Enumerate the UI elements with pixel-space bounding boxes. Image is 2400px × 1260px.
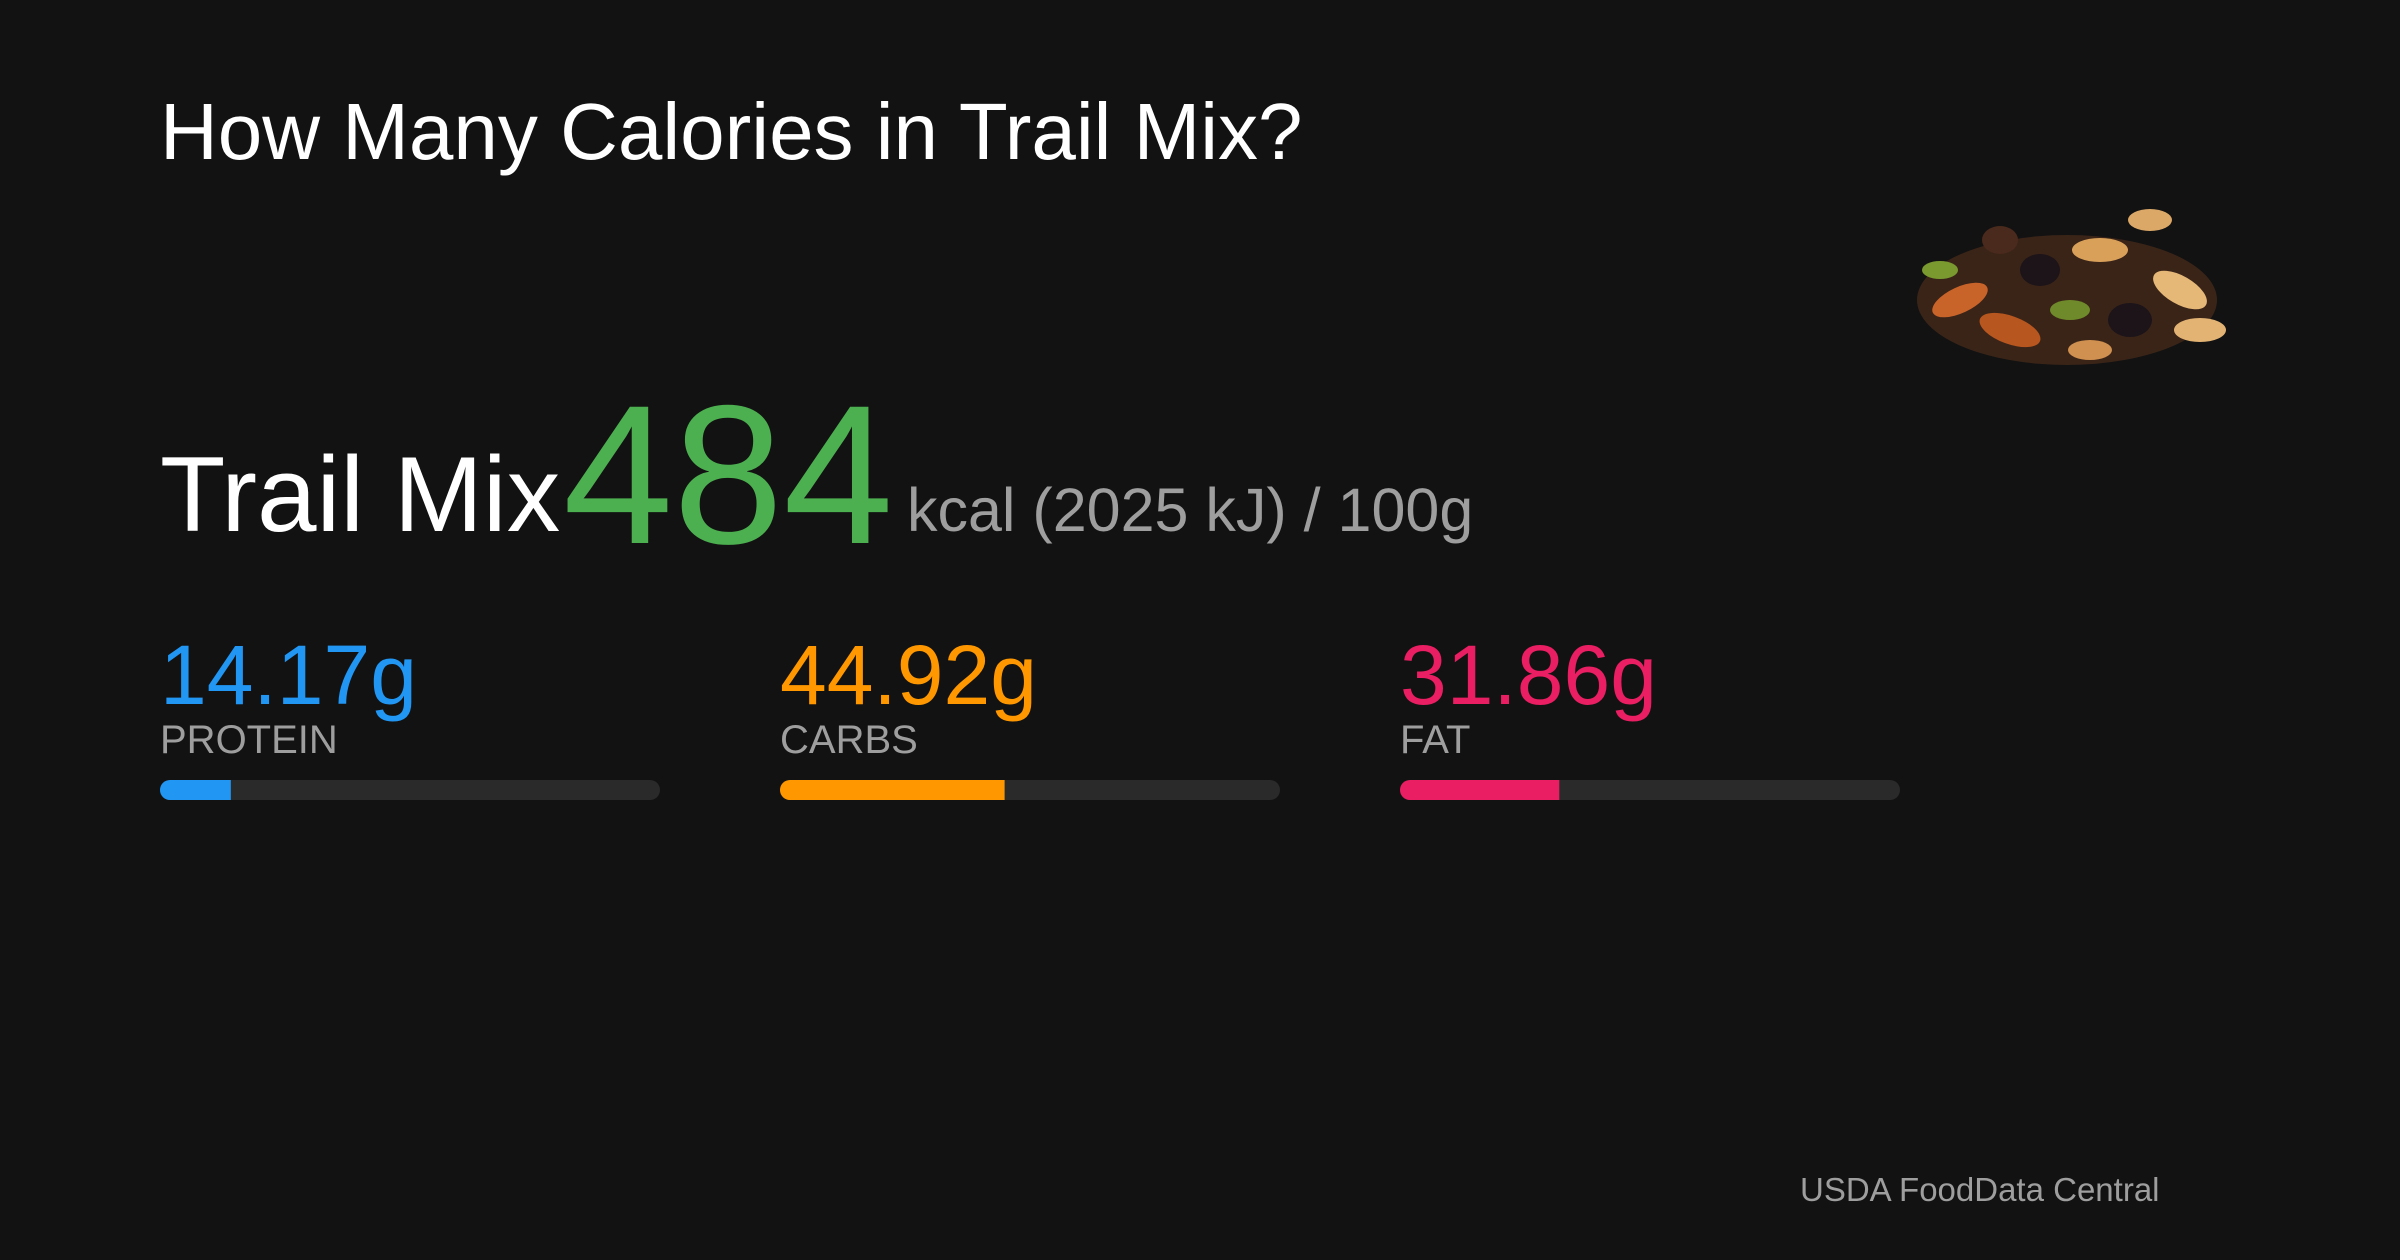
macro-name: CARBS <box>780 718 918 762</box>
macro-name: FAT <box>1400 718 1470 762</box>
bar <box>1400 780 1560 800</box>
peanut <box>2072 238 2128 262</box>
raisin <box>2020 254 2060 286</box>
pumpkin-seed <box>2050 300 2090 320</box>
macro-value: 44.92g <box>780 628 1037 722</box>
unit-label: kcal (2025 kJ) / 100g <box>907 476 1473 544</box>
title: How Many Calories in Trail Mix? <box>160 87 1303 176</box>
almond <box>1932 282 1988 318</box>
peanut <box>2068 340 2112 360</box>
food-name: Trail Mix <box>160 434 560 554</box>
calories: 484 <box>563 364 893 585</box>
macro-value: 31.86g <box>1400 628 1657 722</box>
bar-track <box>160 780 660 800</box>
pumpkin-seed <box>1922 261 1958 279</box>
cashew <box>2153 270 2207 310</box>
raisin <box>2108 303 2152 337</box>
bar <box>160 780 231 800</box>
chocolate <box>1982 226 2018 254</box>
bar <box>780 780 1005 800</box>
cashew <box>2174 318 2226 342</box>
almond <box>1979 312 2041 348</box>
macro-value: 14.17g <box>160 628 417 722</box>
source: USDA FoodData Central <box>1800 1171 2160 1208</box>
macro-name: PROTEIN <box>160 718 338 762</box>
peanut <box>2128 209 2172 231</box>
trail-mix-illustration <box>1917 209 2226 365</box>
